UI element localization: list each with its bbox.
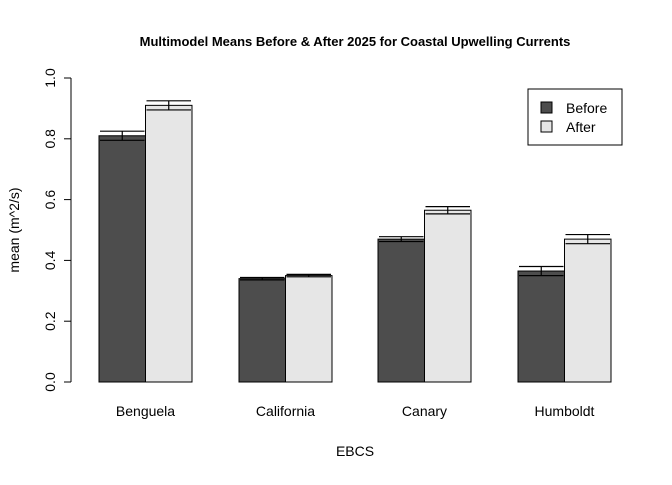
- x-tick-label: Humboldt: [535, 403, 595, 419]
- y-tick-label: 0.8: [42, 129, 58, 149]
- y-tick-label: 0.4: [42, 250, 58, 270]
- y-tick-label: 0.2: [42, 311, 58, 331]
- y-tick-label: 0.0: [42, 372, 58, 392]
- legend: Before After: [527, 88, 623, 146]
- x-axis-label: EBCS: [336, 443, 374, 459]
- bar-after-humboldt: [564, 238, 612, 383]
- legend-box: [527, 88, 623, 146]
- bar-before-humboldt: [517, 270, 565, 383]
- x-tick-label: Benguela: [116, 403, 175, 419]
- chart-title: Multimodel Means Before & After 2025 for…: [140, 34, 571, 49]
- bar-before-california: [238, 278, 286, 383]
- bar-after-benguela: [145, 104, 193, 383]
- bar-before-benguela: [98, 135, 146, 383]
- x-tick-label: California: [256, 403, 315, 419]
- error-bars-group: [100, 100, 610, 281]
- bar-before-canary: [377, 238, 425, 383]
- bars-group: [98, 104, 612, 383]
- bar-after-california: [285, 275, 333, 383]
- legend-swatch-before: [540, 101, 553, 114]
- x-tick-labels: Benguela California Canary Humboldt: [116, 403, 595, 419]
- legend-swatch-after: [540, 120, 553, 133]
- legend-label-after: After: [566, 119, 596, 135]
- legend-label-before: Before: [566, 100, 607, 116]
- y-tick-label: 0.6: [42, 190, 58, 210]
- bar-after-canary: [424, 209, 472, 383]
- y-axis-label: mean (m^2/s): [6, 187, 22, 272]
- y-tick-label: 1.0: [42, 68, 58, 88]
- y-axis: 0.0 0.2 0.4 0.6 0.8 1.0: [42, 68, 72, 392]
- x-tick-label: Canary: [402, 403, 447, 419]
